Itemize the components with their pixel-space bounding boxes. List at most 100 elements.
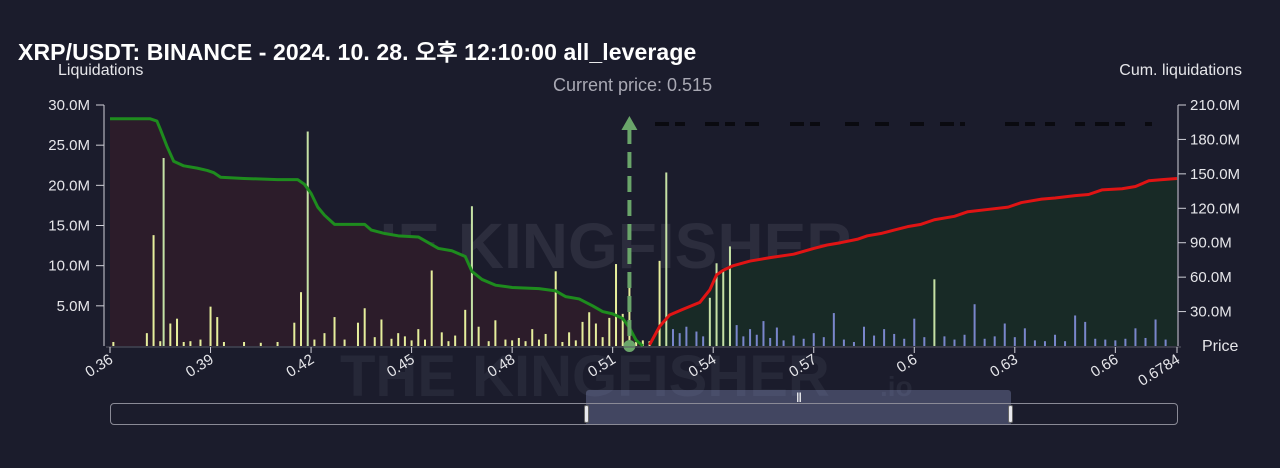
short-bar-11 bbox=[216, 317, 219, 346]
short-bar-38 bbox=[470, 206, 473, 346]
short-bar-58 bbox=[615, 264, 618, 346]
navigator-left-handle[interactable] bbox=[584, 405, 589, 423]
long-bar-4 bbox=[702, 336, 705, 346]
left-axis-title: Liquidations bbox=[58, 62, 144, 79]
short-bar-31 bbox=[417, 329, 420, 346]
long-bar-48 bbox=[1104, 339, 1107, 346]
long-bar-49 bbox=[1114, 340, 1117, 346]
long-bar-16 bbox=[782, 340, 785, 346]
long-cum-area bbox=[649, 178, 1177, 346]
long-bar-12 bbox=[755, 334, 758, 346]
x-tick-label: 0.36 bbox=[82, 351, 116, 381]
current-price-label: Current price: 0.515 bbox=[553, 75, 713, 95]
x-tick-label: 0.6784 bbox=[1135, 351, 1183, 390]
long-bar-13 bbox=[762, 321, 765, 346]
long-bar-35 bbox=[973, 304, 976, 346]
chart-title: XRP/USDT: BINANCE - 2024. 10. 28. 오후 12:… bbox=[18, 39, 697, 65]
watermark-suffix-lower: .io bbox=[880, 371, 913, 400]
short-bar-33 bbox=[430, 270, 433, 346]
short-bar-2 bbox=[152, 235, 155, 346]
long-bar-24 bbox=[863, 326, 866, 346]
long-bar-3 bbox=[695, 331, 698, 346]
long-bar-23 bbox=[852, 341, 855, 346]
short-bar-0 bbox=[112, 341, 115, 346]
y-left-tick-label: 30.0M bbox=[48, 97, 90, 114]
y-right-tick-label: 90.0M bbox=[1190, 235, 1232, 252]
short-bar-29 bbox=[403, 336, 406, 346]
long-bar-1 bbox=[678, 333, 681, 346]
long-bar-27 bbox=[893, 333, 896, 346]
long-bar-41 bbox=[1033, 340, 1036, 346]
short-bar-19 bbox=[313, 339, 316, 346]
long-bar-51 bbox=[1134, 328, 1137, 346]
short-cum-line bbox=[110, 117, 644, 348]
long-bar-50 bbox=[1124, 338, 1127, 346]
long-bar-9 bbox=[735, 325, 738, 346]
short-bar-41 bbox=[494, 320, 497, 346]
watermark-text-lower: THE KINGFISHER bbox=[340, 344, 830, 400]
current-price-arrow bbox=[621, 116, 638, 130]
long-bar-42 bbox=[1043, 341, 1046, 346]
long-bar-15 bbox=[775, 327, 778, 346]
navigator-track[interactable] bbox=[110, 403, 1178, 425]
short-bar-52 bbox=[574, 340, 577, 346]
short-bar-6 bbox=[176, 318, 179, 346]
navigator-grip[interactable]: ||| bbox=[796, 392, 802, 403]
y-right-tick-label: 210.0M bbox=[1190, 97, 1240, 114]
current-price-dot bbox=[623, 340, 636, 352]
short-bar-59 bbox=[621, 313, 624, 346]
short-bar-24 bbox=[363, 308, 366, 346]
long-bar-17 bbox=[792, 335, 795, 346]
right-axis-title: Cum. liquidations bbox=[1119, 62, 1242, 79]
y-right-tick-label: 120.0M bbox=[1190, 200, 1240, 217]
long-bar-47 bbox=[1094, 338, 1097, 346]
short-bar-34 bbox=[440, 332, 443, 346]
long-bar-39 bbox=[1013, 337, 1016, 346]
long-cum-line bbox=[648, 176, 1178, 346]
y-right-tick-label: 150.0M bbox=[1190, 166, 1240, 183]
short-bar-62 bbox=[641, 340, 644, 346]
long-bar-19 bbox=[812, 333, 815, 346]
long-bar-33 bbox=[953, 339, 956, 346]
short-bar-17 bbox=[300, 292, 303, 346]
short-bar-15 bbox=[276, 341, 279, 346]
long-bar-46 bbox=[1084, 321, 1087, 346]
long-bar-40 bbox=[1023, 328, 1026, 346]
short-bar-27 bbox=[390, 338, 393, 346]
long-bar-52 bbox=[1144, 337, 1147, 346]
short-bar-65 bbox=[665, 172, 668, 346]
short-bar-45 bbox=[524, 341, 527, 346]
long-bar-8 bbox=[728, 246, 731, 346]
long-bar-22 bbox=[842, 339, 845, 346]
short-bar-3 bbox=[159, 341, 162, 346]
y-right-tick-label: 180.0M bbox=[1190, 131, 1240, 148]
short-bar-25 bbox=[373, 337, 376, 346]
short-bar-55 bbox=[594, 323, 597, 346]
long-bar-0 bbox=[671, 329, 674, 346]
long-bar-20 bbox=[822, 337, 825, 346]
y-right-tick-label: 60.0M bbox=[1190, 269, 1232, 286]
short-bar-10 bbox=[209, 306, 212, 346]
long-bar-44 bbox=[1064, 341, 1067, 346]
navigator-right-handle[interactable] bbox=[1008, 405, 1013, 423]
long-bar-30 bbox=[923, 337, 926, 346]
long-bar-2 bbox=[685, 326, 688, 346]
long-bar-10 bbox=[742, 336, 745, 346]
short-bar-51 bbox=[568, 332, 571, 346]
x-tick-label: 0.39 bbox=[183, 351, 217, 381]
long-bar-53 bbox=[1154, 319, 1157, 346]
short-bar-13 bbox=[243, 341, 246, 346]
short-bar-56 bbox=[601, 337, 604, 346]
short-bar-53 bbox=[581, 321, 584, 346]
long-bar-25 bbox=[873, 335, 876, 346]
short-bar-14 bbox=[259, 342, 262, 346]
short-bar-18 bbox=[306, 131, 309, 346]
long-bar-36 bbox=[983, 338, 986, 346]
long-bar-21 bbox=[832, 313, 835, 346]
short-bar-57 bbox=[608, 317, 611, 346]
short-bar-39 bbox=[477, 326, 480, 346]
short-bar-22 bbox=[343, 339, 346, 346]
navigator-window[interactable]: ||| bbox=[586, 390, 1011, 425]
y-left-tick-label: 10.0M bbox=[48, 258, 90, 275]
short-bar-37 bbox=[464, 309, 467, 346]
